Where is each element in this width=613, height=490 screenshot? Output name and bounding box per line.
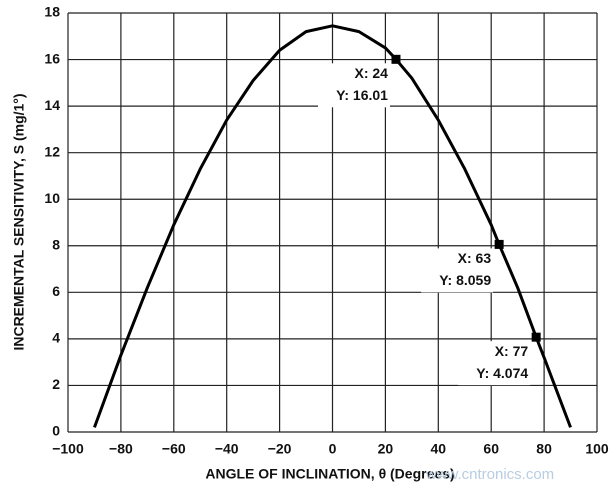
annotation-x: X: 77	[495, 343, 529, 359]
y-axis-label: INCREMENTAL SENSITIVITY, S (mg/1°)	[11, 93, 27, 350]
x-tick-label: −80	[109, 441, 133, 457]
annotation-y: Y: 8.059	[439, 272, 491, 288]
y-tick-label: 2	[52, 376, 60, 392]
annotation-x: X: 24	[355, 65, 389, 81]
x-tick-label: 40	[431, 441, 447, 457]
x-tick-label: 100	[585, 441, 609, 457]
y-tick-label: 4	[52, 330, 60, 346]
x-axis-label: ANGLE OF INCLINATION, θ (Degrees)	[205, 466, 454, 482]
annotation-x: X: 63	[458, 250, 492, 266]
y-tick-label: 6	[52, 283, 60, 299]
x-tick-label: 80	[536, 441, 552, 457]
x-tick-label: 0	[329, 441, 337, 457]
annotation-marker	[531, 332, 541, 342]
y-tick-label: 0	[52, 423, 60, 439]
annotation-y: Y: 16.01	[336, 87, 388, 103]
x-tick-label: −100	[52, 441, 84, 457]
y-tick-label: 10	[44, 190, 60, 206]
x-tick-label: 60	[483, 441, 499, 457]
x-tick-label: −20	[268, 441, 292, 457]
annotation-marker	[391, 54, 401, 64]
annotation-box	[421, 248, 494, 293]
y-tick-label: 12	[44, 143, 60, 159]
annotation-y: Y: 4.074	[476, 365, 528, 381]
curve	[93, 24, 572, 428]
x-tick-label: −60	[162, 441, 186, 457]
y-tick-label: 14	[44, 97, 60, 113]
x-tick-label: 20	[378, 441, 394, 457]
y-tick-label: 18	[44, 4, 60, 20]
annotation-box	[458, 341, 531, 386]
annotation-box	[317, 63, 390, 108]
annotation-marker	[494, 239, 504, 249]
x-tick-label: −40	[215, 441, 239, 457]
y-tick-label: 8	[52, 236, 60, 252]
watermark: www.cntronics.com	[425, 466, 554, 483]
y-tick-label: 16	[44, 50, 60, 66]
